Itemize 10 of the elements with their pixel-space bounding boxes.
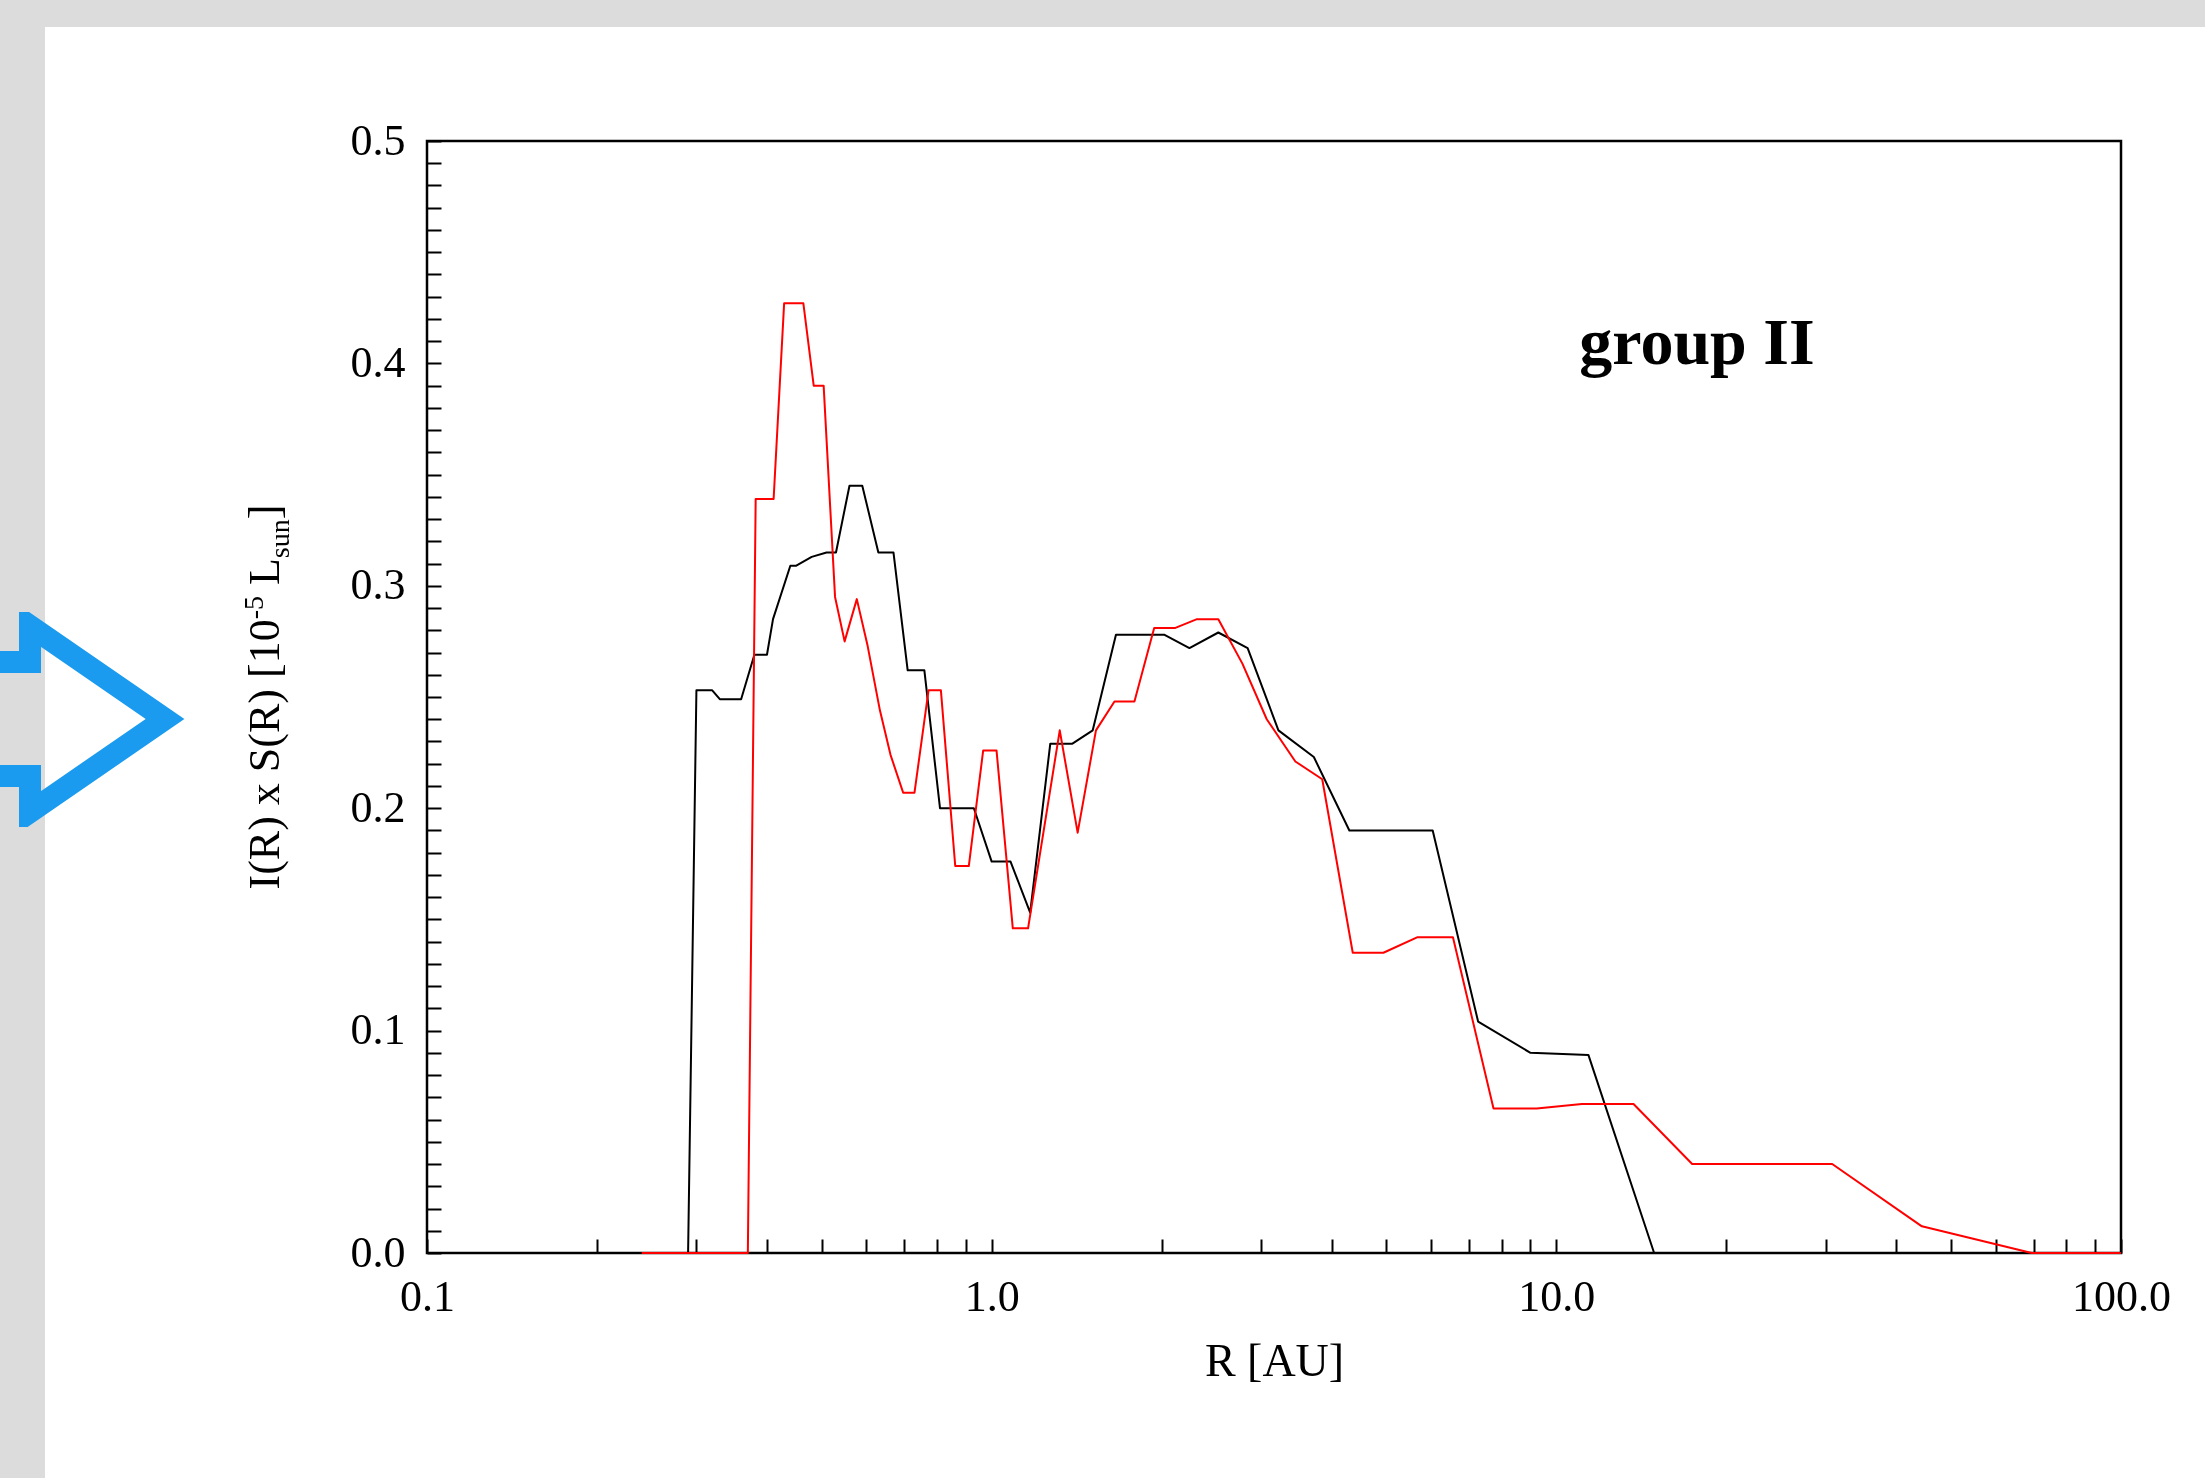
x-tick-label: 10.0 xyxy=(1518,1271,1596,1321)
y-tick-label: 0.4 xyxy=(350,337,406,387)
y-tick-label: 0.3 xyxy=(350,560,406,610)
annotation: group II xyxy=(1579,304,1815,380)
x-tick-label: 1.0 xyxy=(964,1271,1020,1321)
y-tick-label: 0.5 xyxy=(350,115,406,165)
y-tick-label: 0.2 xyxy=(350,782,406,832)
x-tick-label: 100.0 xyxy=(2072,1271,2171,1321)
y-tick-label: 0.1 xyxy=(350,1005,406,1055)
x-axis-title: R [AU] xyxy=(1204,1334,1345,1386)
